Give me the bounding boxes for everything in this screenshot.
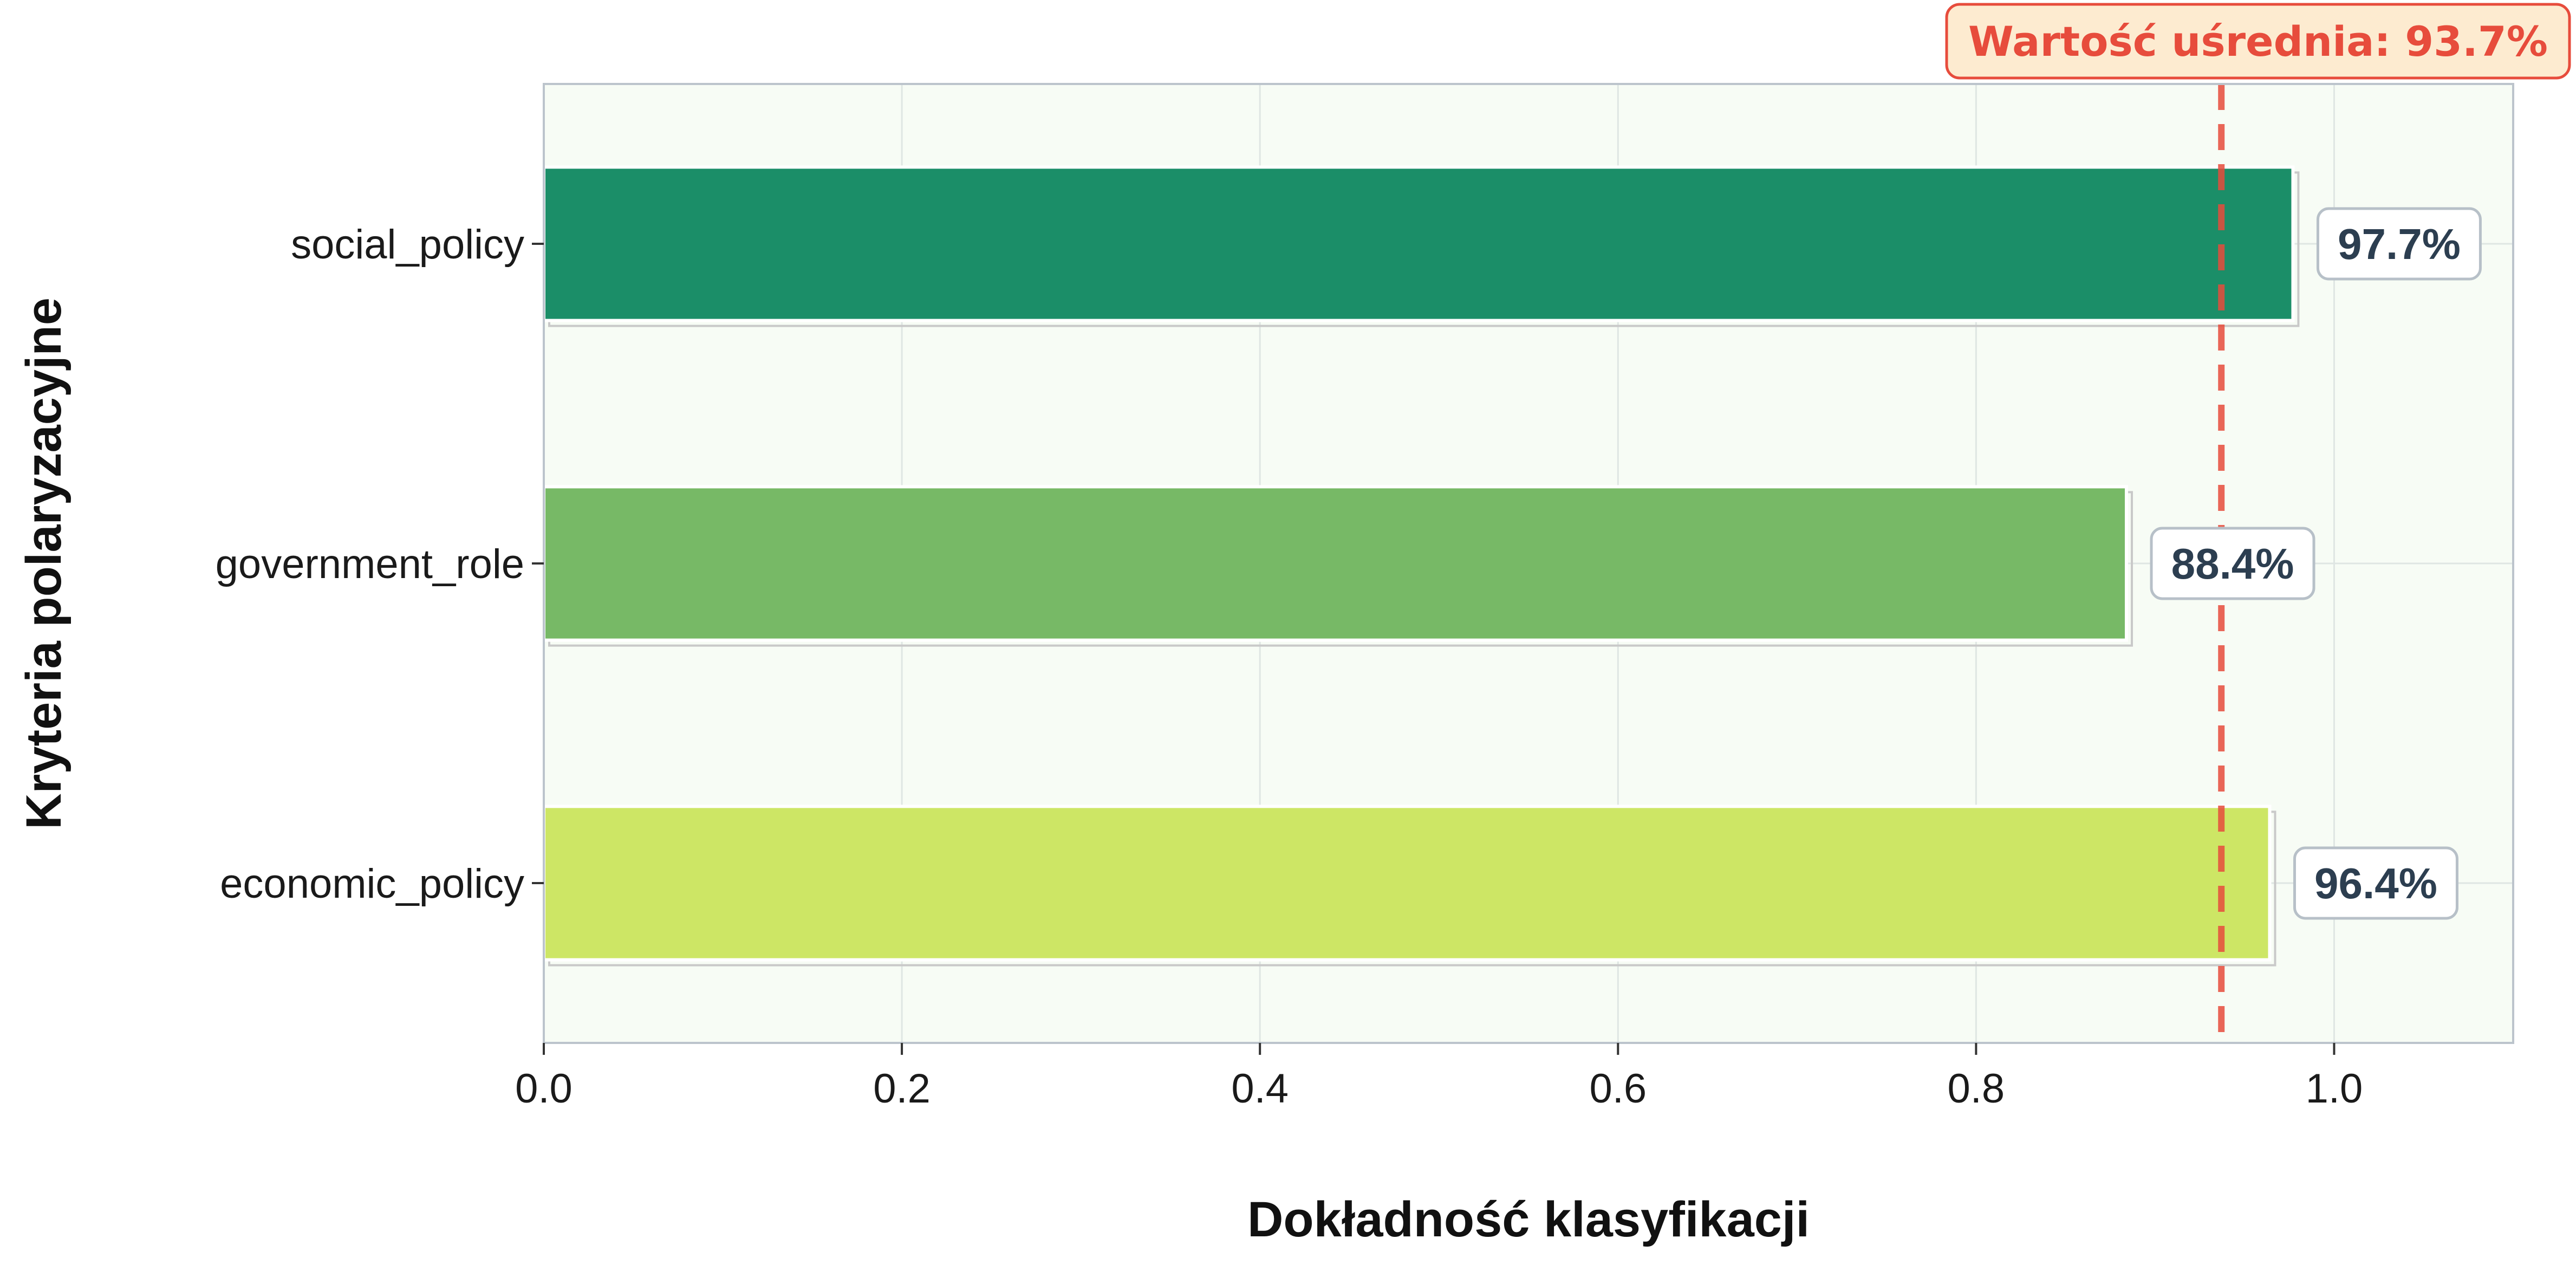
x-tick-label: 0.2 (873, 1066, 931, 1112)
x-axis: 0.0 0.2 0.4 0.6 0.8 1.0 (515, 1043, 2363, 1112)
bars (542, 165, 2300, 967)
value-label-government_role: 88.4% (2171, 540, 2294, 588)
mean-line-group: Wartość uśrednia: 93.7% (1945, 3, 2571, 1043)
y-tick-label: social_policy (291, 222, 524, 268)
y-axis-title: Kryteria polaryzacyjne (16, 297, 71, 829)
x-tick-label: 1.0 (2306, 1066, 2363, 1112)
y-tick-label: government_role (216, 541, 524, 587)
bar-government_role (542, 485, 2129, 642)
x-tick-label: 0.0 (515, 1066, 573, 1112)
value-label-social_policy: 97.7% (2338, 220, 2461, 268)
value-label-box (2150, 527, 2315, 600)
value-label-box (2316, 207, 2482, 281)
x-axis-title: Dokładność klasyfikacji (1247, 1192, 1810, 1247)
bar-economic_policy (542, 805, 2272, 962)
y-tick-label: economic_policy (220, 861, 524, 907)
mean-label: Wartość uśrednia: 93.7% (1968, 17, 2548, 66)
value-label-economic_policy: 96.4% (2314, 859, 2437, 907)
y-axis: social_policy government_role economic_pol… (216, 222, 544, 907)
value-label-box (2293, 846, 2458, 920)
x-tick-label: 0.4 (1231, 1066, 1289, 1112)
mean-label-box (1945, 3, 2571, 80)
x-tick-label: 0.8 (1948, 1066, 2005, 1112)
value-labels: 97.7% 88.4% 96.4% (2150, 207, 2482, 920)
bar-social_policy (542, 165, 2295, 322)
x-tick-label: 0.6 (1589, 1066, 1647, 1112)
